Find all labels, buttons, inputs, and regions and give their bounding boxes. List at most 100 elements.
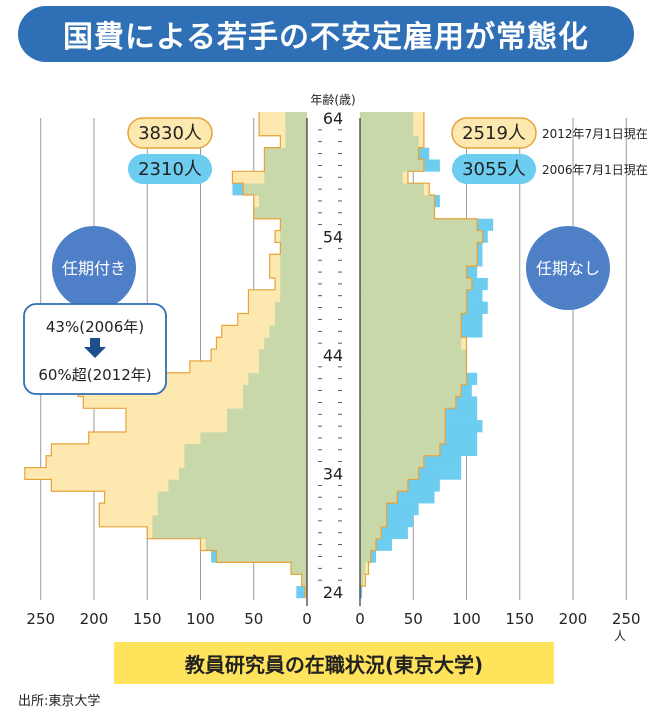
- date-2006-label: 2006年7月1日現在: [542, 163, 648, 177]
- total-2006-right: 3055人: [462, 159, 526, 180]
- bar-right-overlap: [360, 266, 467, 279]
- total-2006-left: 2310人: [138, 159, 202, 180]
- bar-left-overlap: [280, 254, 307, 267]
- x-tick-right: 50: [404, 610, 423, 628]
- bar-right-overlap: [360, 491, 398, 504]
- title-banner: 国費による若手の不安定雇用が常態化: [18, 6, 634, 62]
- bar-left-overlap: [275, 313, 307, 326]
- bar-right-overlap: [360, 337, 462, 350]
- total-2012-left: 3830人: [138, 123, 202, 144]
- bar-left-overlap: [184, 443, 307, 457]
- bar-left-overlap: [280, 277, 307, 291]
- bar-left-overlap: [264, 337, 307, 350]
- bar-right-overlap: [360, 562, 366, 575]
- x-tick-left: 150: [133, 610, 162, 628]
- bar-left-2006: [296, 586, 307, 599]
- bar-left-overlap: [168, 479, 307, 492]
- bar-right-overlap: [360, 443, 440, 457]
- bar-left-overlap: [280, 218, 307, 231]
- age-tick-label: 64: [323, 109, 343, 128]
- bar-left-overlap: [152, 526, 307, 539]
- bar-right-overlap: [360, 183, 424, 196]
- right-group-circle: [526, 226, 610, 310]
- bar-right-overlap: [360, 479, 408, 492]
- date-2012-label: 2012年7月1日現在: [542, 127, 648, 141]
- bar-left-overlap: [248, 372, 307, 385]
- bar-left-overlap: [264, 147, 307, 160]
- left-group-label: 任期付き: [62, 259, 126, 278]
- bar-right-overlap: [360, 384, 462, 397]
- x-tick-left: 50: [244, 610, 263, 628]
- bar-right-overlap: [360, 230, 483, 243]
- age-tick-label: 34: [323, 465, 343, 484]
- bar-left-overlap: [275, 301, 307, 314]
- bar-right-overlap: [360, 467, 419, 480]
- bar-right-overlap: [360, 526, 382, 539]
- annotation-layer: 年齢(歳) 人 3830人 2310人 2519人 3055人 2012年7月1…: [23, 92, 648, 643]
- x-tick-right: 250: [612, 610, 641, 628]
- bar-right-overlap: [360, 574, 364, 587]
- axes: 24 34 44 54 64 250 200 150 100 50 0 0 50 100 150 200 250: [26, 109, 640, 628]
- bar-right-overlap: [360, 112, 414, 125]
- bar-right-overlap: [360, 218, 478, 231]
- bar-left-overlap: [259, 360, 307, 374]
- bar-left-overlap: [157, 503, 307, 516]
- source-note: 出所:東京大学: [18, 694, 101, 709]
- bar-left-overlap: [280, 242, 307, 255]
- bar-right-overlap: [360, 147, 419, 160]
- bar-right-overlap: [360, 432, 446, 445]
- bar-right-overlap: [360, 159, 424, 172]
- bar-left-overlap: [304, 586, 307, 599]
- bar-right-overlap: [360, 277, 472, 291]
- bar-right-overlap: [360, 396, 456, 409]
- total-2012-left-badge: [127, 117, 213, 149]
- bar-left-overlap: [184, 455, 307, 468]
- total-2006-right-badge: [452, 154, 536, 184]
- right-group-label: 任期なし: [536, 259, 600, 278]
- bar-left-overlap: [259, 349, 307, 362]
- bar-right-overlap: [360, 538, 376, 551]
- change-from-label: 43%(2006年): [46, 318, 144, 336]
- bar-right-overlap: [360, 195, 435, 208]
- outline-2012-right: [359, 112, 484, 598]
- total-2006-left-badge: [128, 154, 212, 184]
- bar-left-overlap: [264, 159, 307, 172]
- bar-left-overlap: [216, 550, 307, 563]
- bar-right-overlap: [360, 135, 419, 148]
- bar-right-overlap: [360, 123, 414, 137]
- bar-left-overlap: [301, 574, 307, 587]
- bar-layer: [24, 112, 494, 599]
- page-title: 国費による若手の不安定雇用が常態化: [62, 20, 590, 55]
- bar-right-overlap: [360, 550, 371, 563]
- x-tick-left: 250: [26, 610, 55, 628]
- left-group-circle: [52, 226, 136, 310]
- bar-left-overlap: [243, 384, 307, 397]
- change-to-label: 60%超(2012年): [38, 366, 151, 384]
- bar-left-overlap: [280, 289, 307, 302]
- bar-left-overlap: [253, 206, 307, 220]
- bar-right-overlap: [360, 301, 467, 314]
- bar-right-overlap: [360, 242, 478, 255]
- bar-right-overlap: [360, 171, 403, 184]
- age-tick-label: 24: [323, 583, 343, 602]
- x-tick-left: 100: [186, 610, 215, 628]
- bar-left-overlap: [152, 514, 307, 528]
- age-axis-title: 年齢(歳): [310, 92, 355, 107]
- x-tick-left: 0: [302, 610, 312, 628]
- bar-right-overlap: [360, 503, 387, 516]
- bar-right-overlap: [360, 254, 478, 267]
- outline-2012-left: [24, 112, 306, 598]
- bar-left-overlap: [243, 183, 307, 196]
- bar-right-overlap: [360, 313, 462, 326]
- bar-right-overlap: [360, 349, 467, 362]
- unit-label: 人: [614, 629, 626, 643]
- age-tick-label: 44: [323, 346, 343, 365]
- bar-right-overlap: [360, 360, 467, 374]
- bar-right-overlap: [360, 420, 446, 433]
- bar-right-overlap: [360, 514, 387, 528]
- x-tick-right: 200: [559, 610, 588, 628]
- bar-left-overlap: [291, 562, 307, 575]
- bar-left-overlap: [280, 266, 307, 279]
- bar-left-overlap: [269, 325, 307, 338]
